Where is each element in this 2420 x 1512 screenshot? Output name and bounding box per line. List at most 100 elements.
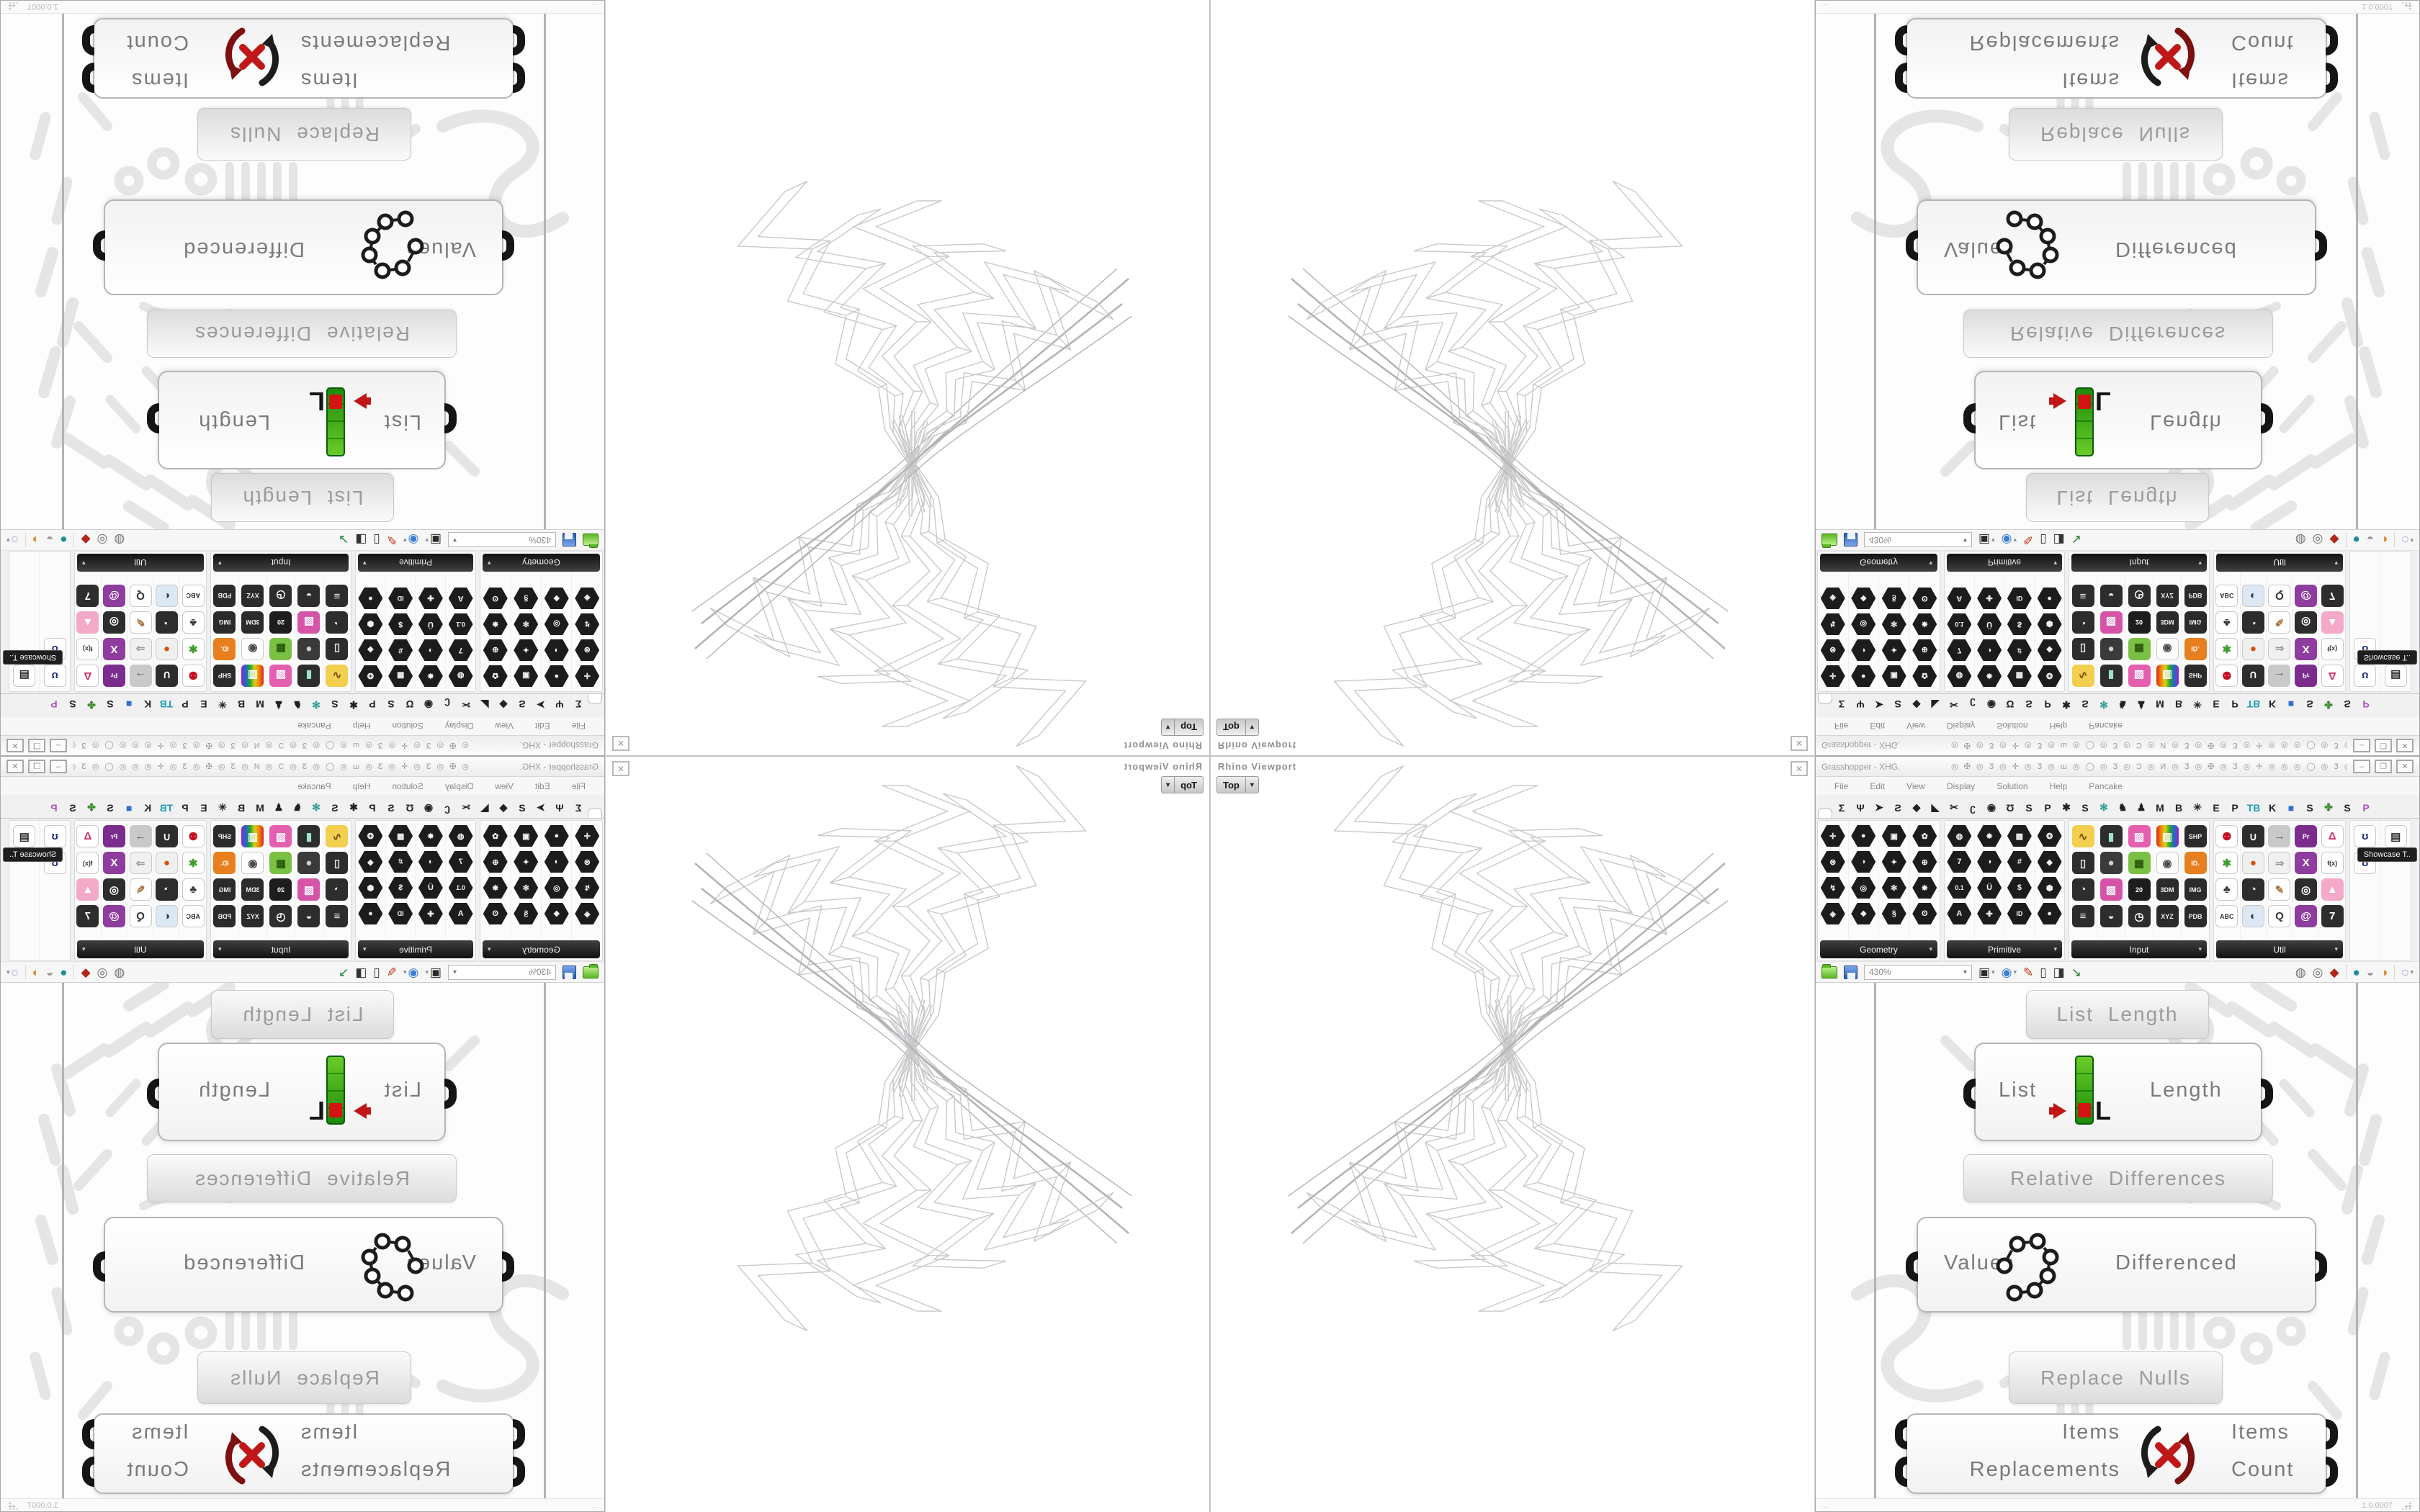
title-bar[interactable]: Grasshopper - XHG. ◎ ✠ ◎ Ӡ ◎ ✛ ◎ Ӡ ◎ ɯ ◎ ◯ ◎ Ӡ ◎ Ͻ ◎ И ◎ Ӡ ◎… (1, 757, 604, 777)
open-file-button[interactable] (583, 966, 599, 978)
menu-pancake[interactable]: Pancake (297, 780, 331, 791)
preview-shaded-button[interactable]: ◆ (2329, 965, 2339, 979)
ribbon-component-icon[interactable]: Ü (418, 877, 443, 899)
ribbon-component-icon[interactable]: Ü (418, 613, 443, 635)
ribbon-tab-21[interactable]: E (200, 698, 207, 710)
ribbon-component-icon[interactable]: ◈ (575, 903, 599, 924)
ribbon-component-icon[interactable]: ✱ (2215, 852, 2238, 874)
ribbon-tab-7[interactable]: ✂ (1950, 699, 1958, 711)
save-file-button[interactable] (1844, 965, 1857, 979)
ribbon-tab-4[interactable]: Ƨ (1894, 698, 1901, 710)
ribbon-component-icon[interactable]: ◒ (2099, 905, 2123, 927)
ribbon-component-icon[interactable]: ʘ (1912, 588, 1937, 609)
zoom-dropdown[interactable]: 430% ▾ (1864, 964, 1972, 980)
ribbon-tab-25[interactable]: ■ (2287, 698, 2295, 710)
panel-footer[interactable]: Primitive ▾ (1947, 940, 2062, 958)
ribbon-component-icon[interactable]: ↯ (1820, 877, 1845, 899)
ribbon-tab-9[interactable]: ◉ (424, 699, 434, 711)
ribbon-component-icon[interactable]: ⊕ (1912, 639, 1937, 661)
ribbon-component-icon[interactable]: Q (2268, 585, 2291, 607)
ribbon-component-icon[interactable]: ▣ (514, 665, 538, 687)
ribbon-component-icon[interactable]: $ (388, 877, 413, 899)
ribbon-component-icon[interactable]: ◆ (358, 851, 382, 873)
camera-button[interactable]: ◨ (355, 965, 367, 979)
ribbon-component-icon[interactable]: ▥ (241, 825, 264, 847)
ribbon-component-icon[interactable]: ▯ (2071, 852, 2094, 874)
ribbon-component-icon[interactable]: ✛ (575, 665, 599, 687)
component-replace-nulls[interactable]: Items Replacements Items Count (1895, 1413, 2338, 1494)
ribbon-component-icon[interactable]: ID. (213, 638, 236, 660)
ribbon-component-icon[interactable]: ◑ (418, 851, 443, 873)
axes-widget-button[interactable]: ↘ (339, 965, 349, 979)
panel-footer[interactable]: Primitive ▾ (358, 554, 473, 572)
definition-canvas[interactable]: List Length Relative Differences Replace… (1, 983, 604, 1498)
ribbon-component-icon[interactable]: ● (2038, 588, 2062, 609)
viewport-name-dropdown[interactable]: Top ▾ (1216, 776, 1259, 793)
preview-shaded-button[interactable]: ◆ (2329, 533, 2339, 547)
ribbon-tab-1[interactable]: Σ (1838, 802, 1845, 814)
ribbon-component-icon[interactable]: ▧ (297, 611, 321, 634)
ribbon-component-icon[interactable]: ∿ (326, 825, 349, 847)
minimize-button[interactable]: – (2353, 760, 2370, 773)
ribbon-component-icon[interactable]: ● (297, 638, 321, 660)
component-relative-differences[interactable]: Values Differenced (1906, 199, 2327, 295)
ribbon-component-icon[interactable]: ◔ (156, 878, 179, 901)
ribbon-component-icon[interactable]: ʊ (2354, 665, 2377, 687)
ribbon-tab-16[interactable]: ♞ (292, 699, 302, 711)
rhino-viewport-panel[interactable]: Rhino Viewport Top ▾ ✕ (1210, 0, 1815, 756)
ribbon-component-icon[interactable]: X (2295, 638, 2318, 660)
ribbon-component-icon[interactable]: Q (2268, 905, 2291, 927)
camera-button[interactable]: ◨ (2053, 965, 2065, 979)
ribbon-component-icon[interactable]: ✱ (182, 852, 205, 874)
ribbon-component-icon[interactable]: ❖ (1851, 588, 1876, 609)
maximize-button[interactable]: ❐ (28, 760, 45, 773)
widget-button[interactable]: ▯ (2040, 533, 2047, 547)
ribbon-component-icon[interactable]: ▲ (76, 611, 99, 634)
ribbon-component-icon[interactable]: ✸ (1912, 877, 1937, 899)
ribbon-component-icon[interactable]: $ (2007, 613, 2032, 635)
ribbon-component-icon[interactable]: ▯ (2071, 638, 2094, 660)
ribbon-tab-1[interactable]: Σ (1838, 698, 1845, 710)
ribbon-tab-10[interactable]: Ʊ (2006, 802, 2015, 814)
ribbon-component-icon[interactable]: 7 (2321, 905, 2344, 927)
ribbon-component-icon[interactable]: ◐ (2241, 585, 2264, 607)
ribbon-component-icon[interactable]: ▮ (297, 825, 321, 847)
ribbon-component-icon[interactable]: ∪ (156, 665, 179, 687)
ribbon-component-icon[interactable]: f(x) (76, 852, 99, 874)
ribbon-component-icon[interactable]: → (129, 665, 152, 687)
ribbon-component-icon[interactable]: ✻ (1881, 877, 1906, 899)
ribbon-component-icon[interactable]: ◎ (2295, 878, 2318, 901)
ribbon-component-icon[interactable]: ◉ (241, 852, 264, 874)
ribbon-component-icon[interactable]: @ (2295, 585, 2318, 607)
ribbon-component-icon[interactable]: ◑ (1851, 639, 1876, 661)
ribbon-tab-13[interactable]: ✱ (349, 699, 358, 711)
ribbon-tab-params[interactable] (588, 808, 602, 818)
menu-help[interactable]: Help (352, 721, 371, 732)
ribbon-component-icon[interactable]: 7 (76, 585, 99, 607)
ribbon-component-icon[interactable]: ▮ (2099, 665, 2123, 687)
ribbon-component-icon[interactable]: ▧ (297, 878, 321, 901)
ribbon-component-icon[interactable]: → (2268, 665, 2291, 687)
ribbon-component-icon[interactable]: § (514, 588, 538, 609)
ribbon-component-icon[interactable]: X (102, 852, 125, 874)
input-connector[interactable] (1906, 1251, 1918, 1282)
ribbon-tab-16[interactable]: ♞ (2118, 801, 2128, 813)
ribbon-component-icon[interactable]: XYZ (2156, 585, 2179, 607)
ribbon-tab-18[interactable]: M (256, 698, 264, 710)
ribbon-component-icon[interactable]: ◒ (297, 905, 321, 927)
ribbon-tab-2[interactable]: Ψ (555, 698, 564, 710)
ribbon-component-icon[interactable]: ◐ (156, 905, 179, 927)
ribbon-component-icon[interactable]: Pr (102, 825, 125, 847)
ribbon-tab-18[interactable]: M (256, 802, 264, 814)
input-connector[interactable] (1895, 1419, 1907, 1449)
ribbon-component-icon[interactable]: ✿ (1912, 665, 1937, 687)
ribbon-tab-8[interactable]: ʗ (444, 698, 450, 710)
ribbon-component-icon[interactable]: SHP (2184, 825, 2207, 847)
ribbon-component-icon[interactable]: ◉ (2156, 638, 2179, 660)
ribbon-component-icon[interactable]: ʘ (1912, 903, 1937, 924)
viewport-close-button[interactable]: ✕ (1791, 736, 1808, 751)
ribbon-tab-19[interactable]: B (2174, 802, 2183, 814)
ribbon-component-icon[interactable]: # (388, 851, 413, 873)
ribbon-component-icon[interactable]: ● (297, 852, 321, 874)
close-button[interactable]: ✕ (6, 760, 24, 773)
